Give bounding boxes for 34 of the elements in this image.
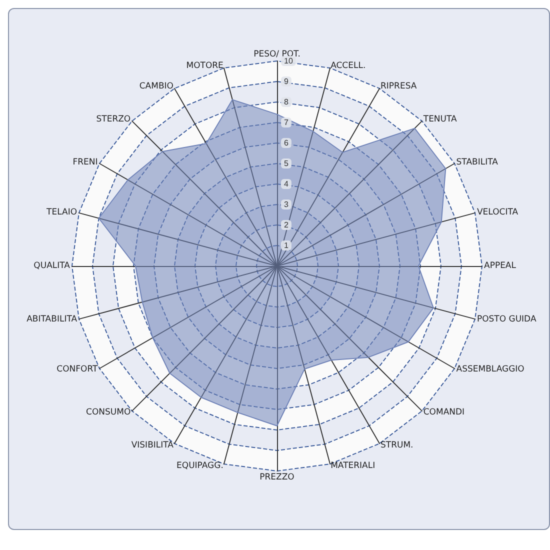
spoke-label: VELOCITA <box>476 207 518 218</box>
y-tick-label: 8 <box>284 98 289 106</box>
y-tick-label: 3 <box>284 200 289 209</box>
spoke-label: TELAIO <box>46 207 78 218</box>
spoke-label: STABILITA <box>456 158 498 168</box>
spoke-label: FRENI <box>72 158 98 168</box>
spoke-label: APPEAL <box>484 261 516 271</box>
spoke-label: PESO/ POT. <box>254 50 300 60</box>
spoke-label: MATERIALI <box>330 460 376 471</box>
y-tick-label: 2 <box>284 220 289 230</box>
y-tick-label: 5 <box>284 159 289 168</box>
y-tick-label: 7 <box>284 118 289 127</box>
spoke-label: ABITABILITA <box>26 314 78 325</box>
spoke-label: RIPRESA <box>380 82 417 92</box>
spoke-label: STRUM. <box>380 440 414 450</box>
spoke-label: POSTO GUIDA <box>476 314 536 325</box>
spoke-label: ASSEMBLAGGIO <box>456 364 525 374</box>
y-tick-label: 9 <box>284 77 289 86</box>
spoke-label: ACCELL. <box>330 61 366 72</box>
spoke-label: CAMBIO <box>139 82 174 92</box>
spoke-label: QUALITA <box>34 261 70 271</box>
spoke-label: CONFORT <box>56 364 99 374</box>
spoke-label: TENUTA <box>422 114 458 125</box>
spoke-label: STERZO <box>96 114 131 125</box>
y-tick-label: 1 <box>284 241 289 250</box>
spoke-label: MOTORE <box>186 61 224 72</box>
y-tick-label: 6 <box>284 138 289 148</box>
spoke-label: EQUIPAGG. <box>176 460 224 471</box>
spoke-label: COMANDI <box>423 407 465 418</box>
spoke-label: VISIBILITA <box>131 440 174 450</box>
y-tick-label: 10 <box>284 56 294 66</box>
spoke-label: PREZZO <box>260 472 295 482</box>
y-tick-label: 4 <box>284 180 289 188</box>
spoke-label: CONSUMO <box>86 407 131 418</box>
